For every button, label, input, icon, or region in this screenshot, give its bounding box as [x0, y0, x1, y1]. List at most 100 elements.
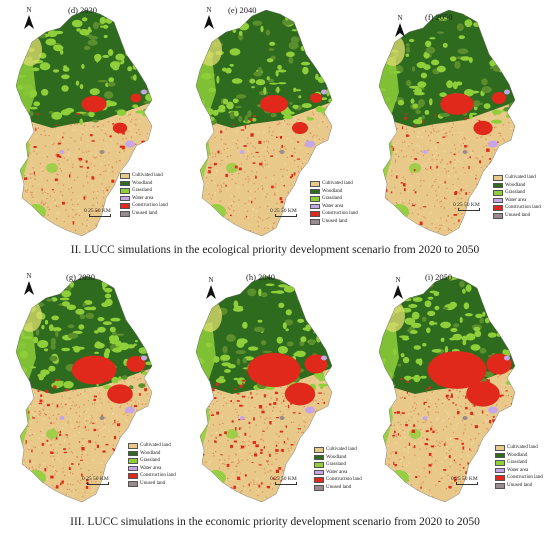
legend-swatch — [310, 218, 320, 225]
north-arrow: N — [391, 276, 405, 299]
legend-swatch — [314, 484, 324, 491]
legend-swatch — [314, 447, 324, 453]
legend-label: Grassland — [507, 460, 527, 466]
scale-label: 0 25 50 KM — [270, 208, 297, 214]
legend-swatch — [310, 181, 320, 187]
legend-label: Water area — [322, 203, 344, 209]
legend-label: Grassland — [322, 196, 342, 202]
legend-swatch — [128, 480, 138, 487]
legend-item: Woodland — [310, 188, 358, 196]
scale-bar: 0 25 50 KM — [270, 476, 304, 490]
legend-item: Construction land — [493, 204, 541, 212]
lucc-map-e — [195, 9, 333, 237]
lucc-map-d — [15, 9, 153, 237]
legend-swatch — [493, 182, 503, 189]
legend-swatch — [495, 467, 505, 474]
legend-label: Woodland — [505, 182, 526, 188]
legend-item: Water area — [493, 197, 541, 205]
legend-item: Cultivated land — [314, 446, 362, 454]
legend-label: Water area — [140, 465, 162, 471]
legend-label: Construction land — [507, 475, 543, 481]
legend-item: Water area — [310, 203, 358, 211]
legend-item: Cultivated land — [120, 172, 168, 180]
legend-item: Grassland — [495, 459, 543, 467]
legend-label: Woodland — [132, 180, 153, 186]
north-label: N — [395, 276, 401, 284]
legend-swatch — [493, 197, 503, 204]
legend-label: Water area — [132, 195, 154, 201]
legend-item: Woodland — [120, 180, 168, 188]
legend-label: Unused land — [507, 482, 533, 488]
legend-item: Water area — [495, 467, 543, 475]
legend-swatch — [495, 452, 505, 459]
legend-label: Construction land — [326, 477, 362, 483]
legend-swatch — [128, 458, 138, 464]
panel-label: (e) 2040 — [228, 5, 257, 15]
map-panel-e: N (e) 2040 Cultivated land Woodland Grassl… — [182, 2, 362, 242]
legend-swatch — [310, 203, 320, 210]
map-panel-i: N (i) 2050 Cultivated land Woodland Grassl… — [365, 268, 545, 508]
legend-label: Unused land — [322, 218, 348, 224]
legend: Cultivated land Woodland Grassland Water ar… — [120, 172, 168, 218]
legend-label: Unused land — [505, 212, 531, 218]
legend-label: Cultivated land — [132, 173, 163, 178]
scale-label: 0 25 50 KM — [82, 476, 109, 482]
legend-label: Construction land — [132, 203, 168, 209]
scale-label: 0 25 50 KM — [84, 208, 111, 214]
legend-swatch — [310, 211, 320, 217]
scale-bar: 0 25 50 KM — [84, 208, 118, 222]
legend: Cultivated land Woodland Grassland Water ar… — [495, 444, 543, 490]
legend-item: Unused land — [493, 212, 541, 220]
legend-item: Unused land — [495, 482, 543, 490]
legend-label: Grassland — [140, 458, 160, 464]
legend-item: Unused land — [314, 484, 362, 492]
legend: Cultivated land Woodland Grassland Water ar… — [314, 446, 362, 492]
legend-swatch — [495, 475, 505, 481]
legend-label: Woodland — [507, 452, 528, 458]
panel-label: (d) 2030 — [68, 5, 98, 15]
scenario-caption-ecological: II. LUCC simulations in the ecological p… — [70, 244, 480, 256]
legend-label: Cultivated land — [326, 447, 357, 452]
legend-item: Grassland — [128, 457, 176, 465]
legend-item: Water area — [128, 465, 176, 473]
legend-swatch — [120, 188, 130, 194]
lucc-map-h — [195, 275, 333, 503]
legend-label: Construction land — [322, 211, 358, 217]
map-panel-g: N (g) 2030 Cultivated land Woodland Grassl… — [2, 268, 182, 508]
legend-item: Grassland — [120, 187, 168, 195]
legend-swatch — [495, 460, 505, 466]
legend-item: Construction land — [120, 202, 168, 210]
scenario-caption-economic: III. LUCC simulations in the economic pr… — [70, 516, 480, 528]
legend-item: Grassland — [310, 195, 358, 203]
legend-swatch — [493, 175, 503, 181]
legend-item: Unused land — [310, 218, 358, 226]
panel-label: (h) 2040 — [246, 272, 276, 282]
legend-swatch — [495, 445, 505, 451]
lucc-map-i — [378, 275, 516, 503]
lucc-map-g — [15, 275, 153, 503]
map-panel-f: N (f) 2050 Cultivated land Woodland Grassl… — [365, 2, 545, 242]
scale-bar: 0 25 50 KM — [451, 476, 485, 490]
legend-label: Cultivated land — [505, 175, 536, 180]
panel-label: (g) 2030 — [66, 272, 96, 282]
legend-item: Unused land — [120, 210, 168, 218]
north-arrow-icon — [395, 23, 405, 37]
scale-bar: 0 25 50 KM — [453, 202, 487, 216]
legend-label: Cultivated land — [140, 443, 171, 448]
legend-item: Cultivated land — [310, 180, 358, 188]
legend-swatch — [314, 454, 324, 461]
legend-item: Woodland — [495, 452, 543, 460]
legend-item: Construction land — [495, 474, 543, 482]
legend-swatch — [128, 465, 138, 472]
north-arrow-icon — [393, 285, 403, 299]
scale-label: 0 25 50 KM — [451, 476, 478, 482]
north-arrow: N — [202, 6, 216, 29]
legend-label: Construction land — [505, 205, 541, 211]
legend-swatch — [493, 190, 503, 196]
legend-item: Grassland — [314, 461, 362, 469]
legend-item: Water area — [314, 469, 362, 477]
legend-label: Unused land — [326, 484, 352, 490]
legend-label: Grassland — [132, 188, 152, 194]
legend: Cultivated land Woodland Grassland Water ar… — [128, 442, 176, 488]
map-panel-h: N (h) 2040 Cultivated land Woodland Grassl… — [182, 268, 362, 508]
